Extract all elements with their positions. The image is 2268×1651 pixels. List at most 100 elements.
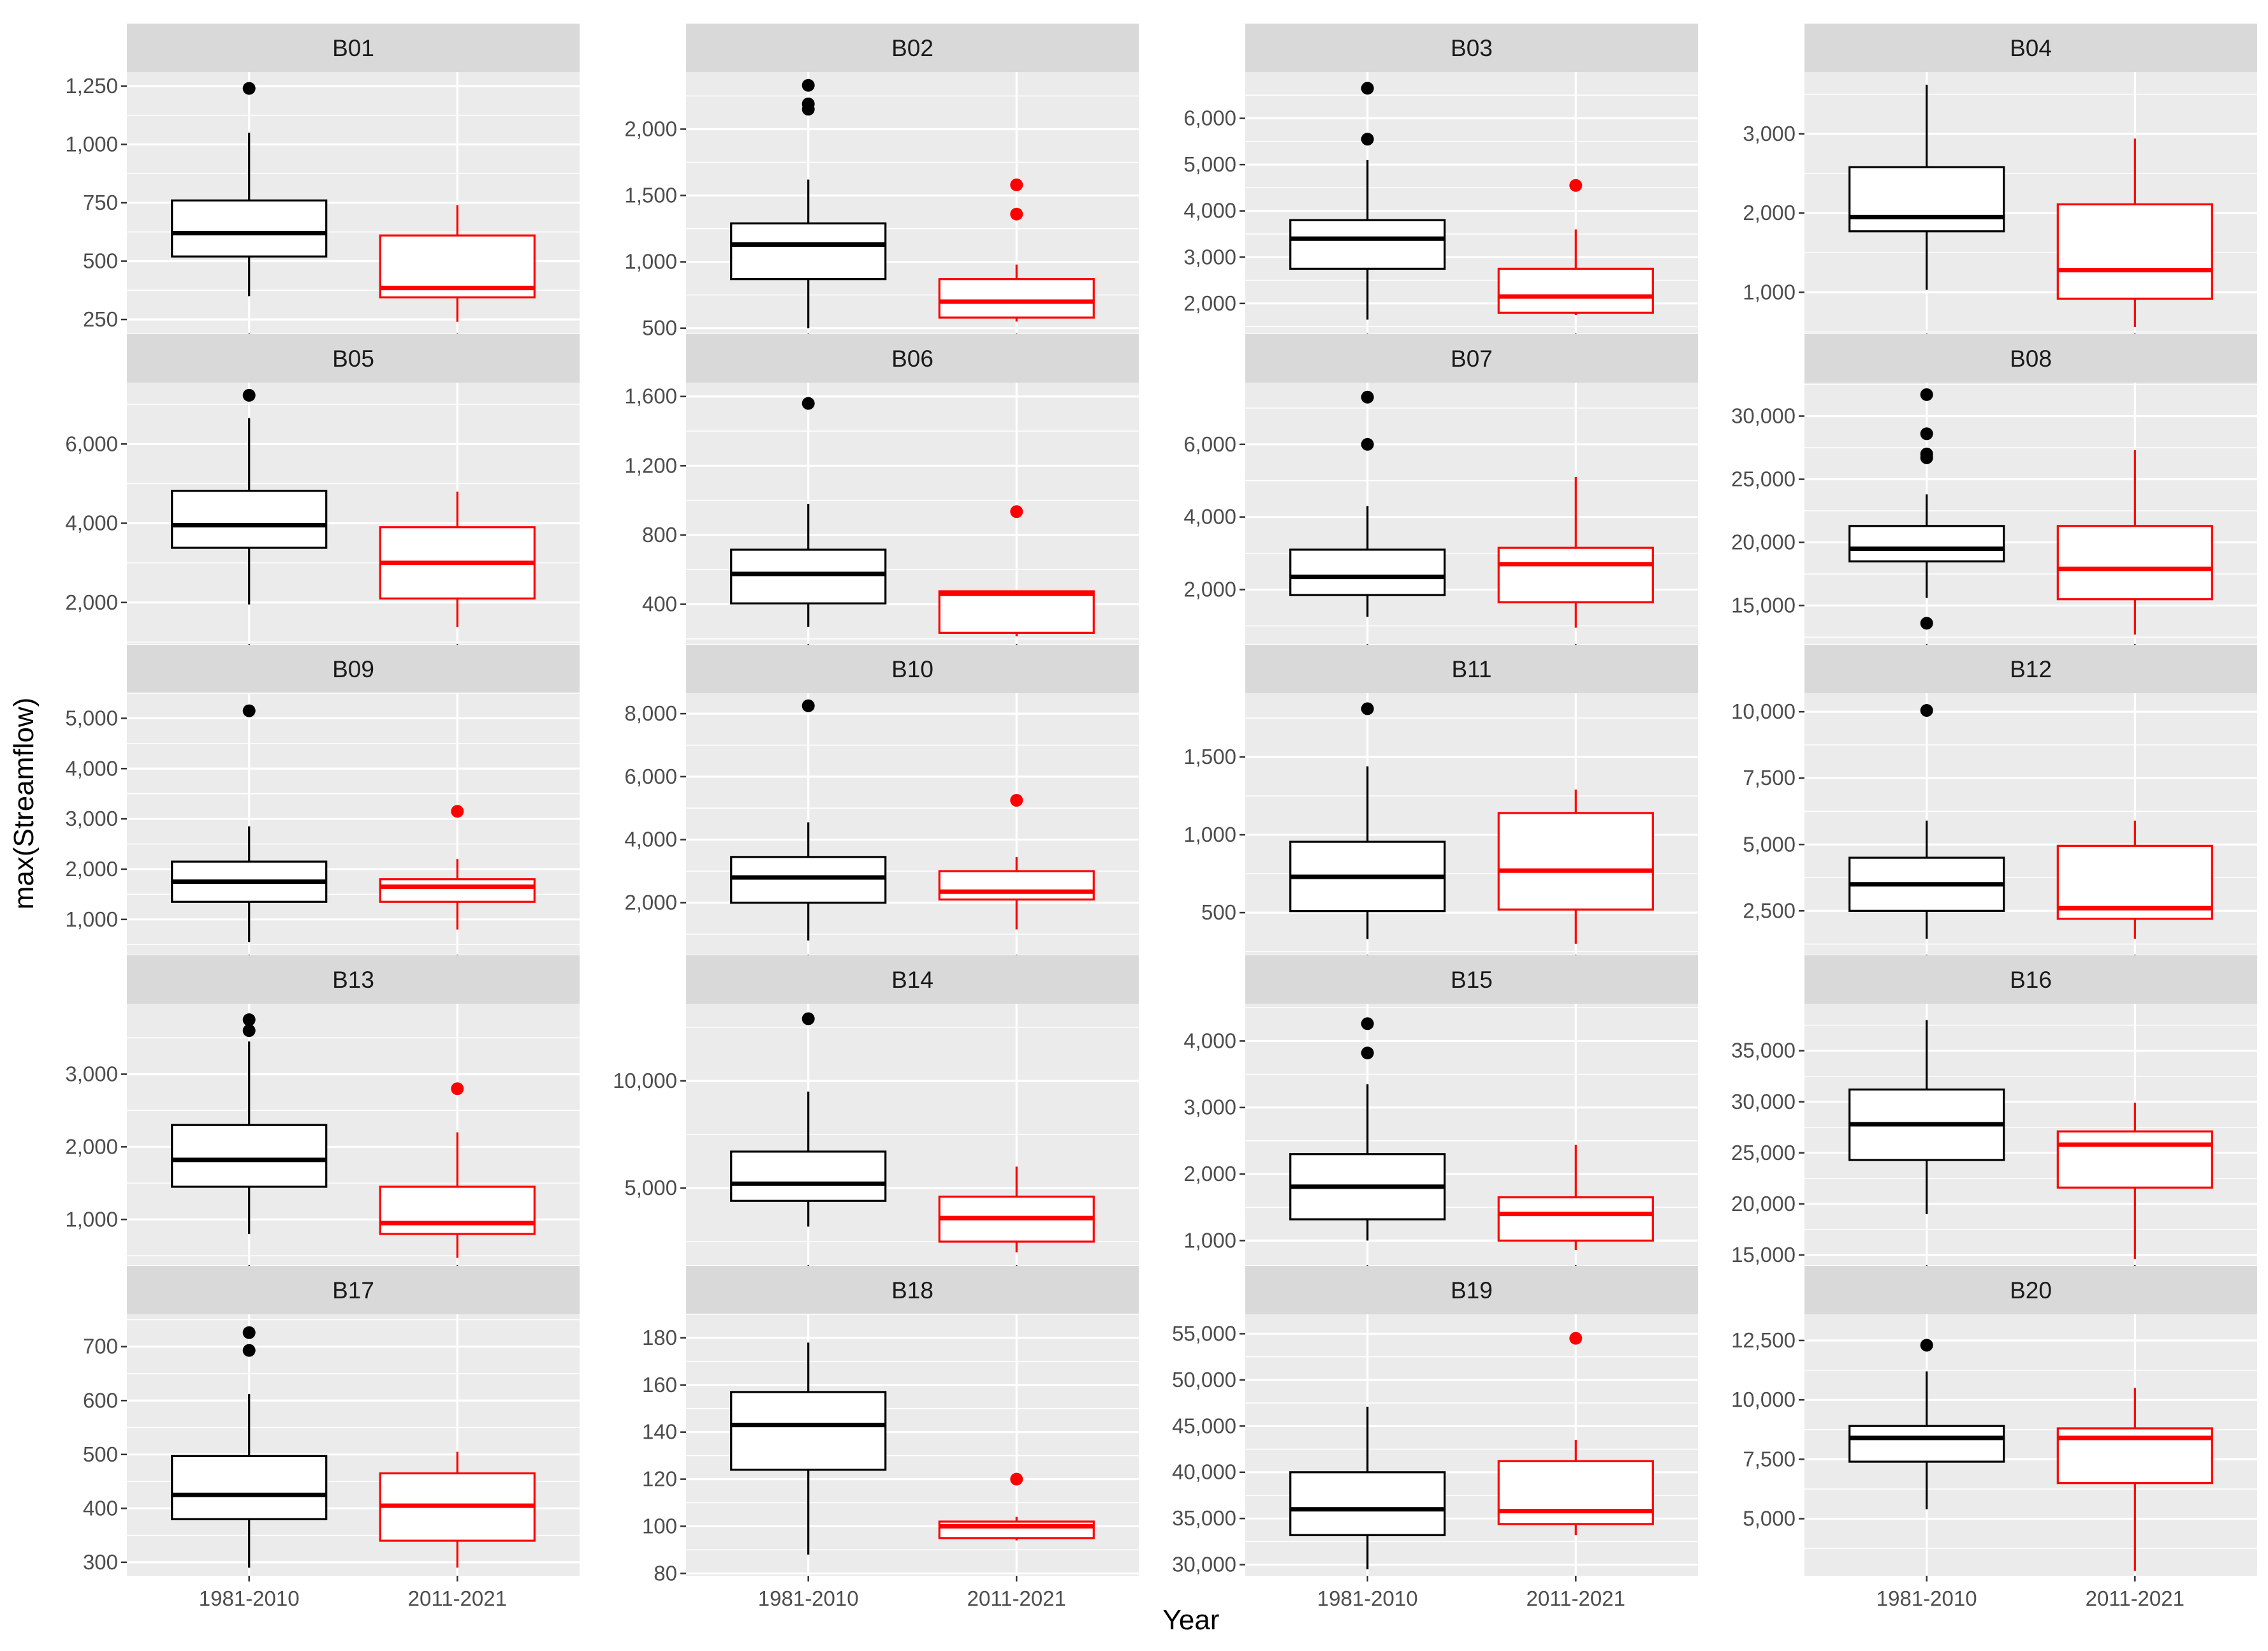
y-tick-label-b09-0: 1,000 xyxy=(65,907,118,931)
strip-label-b14: B14 xyxy=(891,967,933,993)
y-tick-label-b01-2: 750 xyxy=(83,191,118,214)
panel-b12: B122,5005,0007,50010,000 xyxy=(1731,645,2257,960)
panel-b14: B145,00010,000 xyxy=(613,955,1139,1271)
y-tick-label-b09-4: 5,000 xyxy=(65,706,118,730)
y-tick-label-b17-1: 400 xyxy=(83,1496,118,1520)
y-tick-label-b02-1: 1,000 xyxy=(624,250,677,274)
outlier-point-b03-late-0 xyxy=(1569,179,1582,192)
y-tick-label-b20-0: 5,000 xyxy=(1743,1507,1796,1530)
iqr-box-b18-late xyxy=(939,1522,1094,1538)
iqr-box-b08-early xyxy=(1850,526,2004,561)
y-tick-label-b03-4: 6,000 xyxy=(1183,106,1236,130)
outlier-point-b15-early-0 xyxy=(1361,1046,1374,1059)
y-tick-label-b12-2: 7,500 xyxy=(1743,766,1796,789)
outlier-point-b14-early-0 xyxy=(802,1013,815,1025)
strip-label-b11: B11 xyxy=(1451,656,1491,682)
outlier-point-b02-early-1 xyxy=(802,98,815,110)
iqr-box-b03-late xyxy=(1498,268,1653,312)
iqr-box-b05-early xyxy=(172,491,326,548)
strip-label-b19: B19 xyxy=(1451,1277,1493,1303)
outlier-point-b08-early-0 xyxy=(1920,617,1933,629)
y-tick-label-b10-1: 4,000 xyxy=(624,828,677,851)
iqr-box-b11-late xyxy=(1498,813,1653,909)
x-tick-label-b18-0: 1981-2010 xyxy=(758,1587,859,1610)
iqr-box-b02-late xyxy=(939,279,1094,318)
strip-label-b04: B04 xyxy=(2010,35,2052,61)
outlier-point-b17-early-0 xyxy=(243,1344,256,1357)
x-tick-label-b17-1: 2011-2021 xyxy=(408,1587,507,1610)
y-tick-label-b08-1: 20,000 xyxy=(1731,531,1796,554)
y-tick-label-b16-1: 20,000 xyxy=(1731,1192,1796,1215)
strip-label-b13: B13 xyxy=(332,967,374,993)
y-tick-label-b16-3: 30,000 xyxy=(1731,1090,1796,1113)
panel-b18: B18801001201401601801981-2010 2011-2021 xyxy=(642,1266,1139,1610)
panel-b15: B151,0002,0003,0004,000 xyxy=(1183,955,1698,1271)
outlier-point-b06-late-0 xyxy=(1010,505,1023,518)
y-tick-label-b19-0: 30,000 xyxy=(1172,1553,1236,1576)
strip-label-b20: B20 xyxy=(2010,1277,2052,1303)
outlier-point-b08-early-3 xyxy=(1920,427,1933,440)
y-tick-label-b10-3: 8,000 xyxy=(624,701,677,725)
outlier-point-b19-late-0 xyxy=(1569,1332,1582,1345)
y-tick-label-b18-1: 100 xyxy=(642,1514,677,1537)
strip-label-b12: B12 xyxy=(2010,656,2052,682)
y-tick-label-b06-2: 1,200 xyxy=(624,453,677,477)
y-tick-label-b19-1: 35,000 xyxy=(1172,1506,1236,1530)
y-tick-label-b13-1: 2,000 xyxy=(65,1134,118,1158)
outlier-point-b13-late-0 xyxy=(451,1082,464,1095)
strip-label-b09: B09 xyxy=(332,656,374,682)
y-tick-label-b14-1: 10,000 xyxy=(613,1069,677,1092)
y-tick-label-b15-1: 2,000 xyxy=(1183,1162,1236,1185)
iqr-box-b04-early xyxy=(1850,167,2004,231)
outlier-point-b10-late-0 xyxy=(1010,794,1023,807)
outlier-point-b12-early-0 xyxy=(1920,704,1933,717)
iqr-box-b19-late xyxy=(1498,1461,1653,1524)
iqr-box-b09-late xyxy=(380,879,534,902)
y-tick-label-b11-1: 1,000 xyxy=(1183,823,1236,846)
y-tick-label-b18-5: 180 xyxy=(642,1326,677,1349)
iqr-box-b03-early xyxy=(1291,220,1445,268)
y-tick-label-b13-0: 1,000 xyxy=(65,1207,118,1231)
panel-b07: B07 2,000 4,000 6,000 xyxy=(1183,334,1698,650)
panel-background-b07 xyxy=(1245,383,1698,644)
panel-b05: B052,0004,0006,000 xyxy=(65,334,580,650)
strip-label-b02: B02 xyxy=(891,35,933,61)
outlier-point-b07-early-1 xyxy=(1361,391,1374,404)
outlier-point-b08-early-4 xyxy=(1920,388,1933,401)
strip-label-b17: B17 xyxy=(332,1277,374,1303)
outlier-point-b09-early-0 xyxy=(243,705,256,717)
y-tick-label-b10-0: 2,000 xyxy=(624,890,677,914)
strip-label-b16: B16 xyxy=(2010,967,2052,993)
y-tick-label-b17-4: 700 xyxy=(83,1335,118,1358)
y-tick-label-b11-2: 1,500 xyxy=(1183,745,1236,768)
outlier-point-b01-early-0 xyxy=(243,82,256,95)
x-tick-label-b19-1: 2011-2021 xyxy=(1526,1587,1625,1610)
y-tick-label-b20-3: 12,500 xyxy=(1731,1328,1796,1352)
y-tick-label-b03-0: 2,000 xyxy=(1183,291,1236,315)
y-tick-label-b07-2: 6,000 xyxy=(1183,432,1236,456)
outlier-point-b11-early-0 xyxy=(1361,702,1374,715)
outlier-point-b03-early-1 xyxy=(1361,82,1374,94)
y-tick-label-b06-3: 1,600 xyxy=(624,385,677,408)
y-tick-label-b01-1: 500 xyxy=(83,249,118,273)
x-axis-title: Year xyxy=(1163,1604,1220,1636)
iqr-box-b01-early xyxy=(172,200,326,256)
outlier-point-b08-early-2 xyxy=(1920,448,1933,460)
outlier-point-b02-late-1 xyxy=(1010,179,1023,191)
y-tick-label-b19-4: 50,000 xyxy=(1172,1368,1236,1391)
strip-label-b08: B08 xyxy=(2010,346,2052,372)
y-tick-label-b19-2: 40,000 xyxy=(1172,1460,1236,1484)
y-tick-label-b09-3: 4,000 xyxy=(65,756,118,780)
outlier-point-b15-early-1 xyxy=(1361,1017,1374,1030)
iqr-box-b10-late xyxy=(939,871,1094,899)
y-tick-label-b02-0: 500 xyxy=(642,316,677,340)
y-tick-label-b06-0: 400 xyxy=(642,592,677,616)
x-tick-label-b20-0: 1981-2010 xyxy=(1877,1587,1977,1610)
y-tick-label-b07-1: 4,000 xyxy=(1183,505,1236,529)
outlier-point-b06-early-0 xyxy=(802,397,815,410)
panel-background-b19 xyxy=(1245,1314,1698,1576)
strip-label-b10: B10 xyxy=(891,656,933,682)
panel-b19: B19 30,000 35,000 40,000 45,000 50,000 55,000 1… xyxy=(1172,1266,1698,1610)
y-tick-label-b15-0: 1,000 xyxy=(1183,1228,1236,1252)
panel-b10: B10 2,000 4,000 6,000 8,000 xyxy=(624,645,1139,960)
